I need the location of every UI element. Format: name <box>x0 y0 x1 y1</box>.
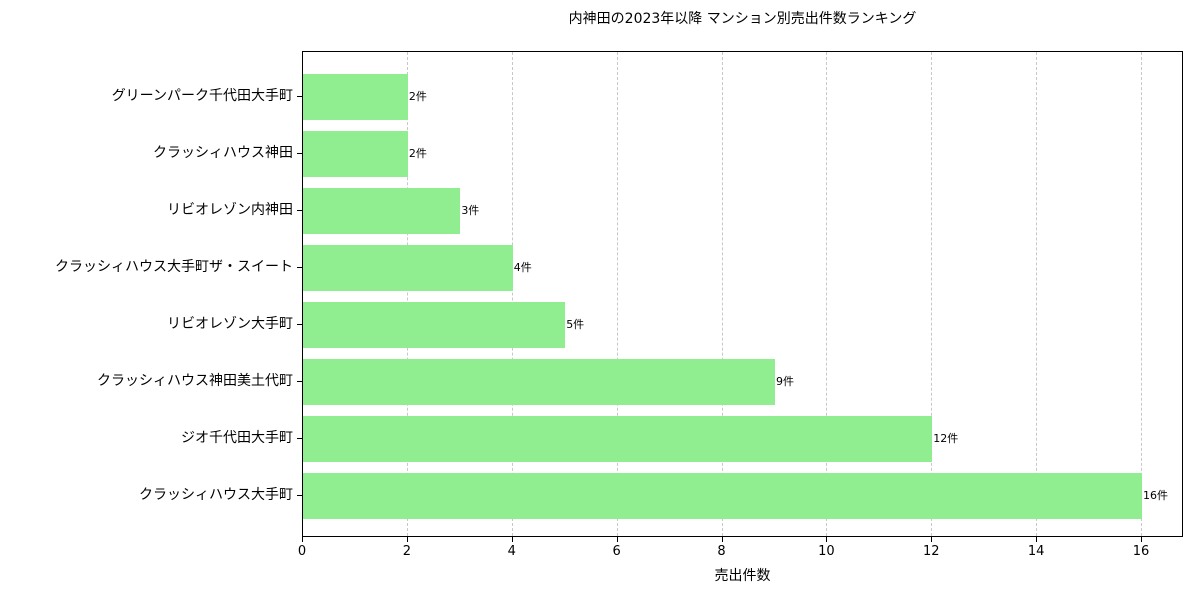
y-tick-label: リビオレゾン内神田 <box>167 202 293 218</box>
x-tick-label: 8 <box>717 544 726 559</box>
y-tick-label: リビオレゾン大手町 <box>167 316 293 332</box>
gridline <box>406 52 408 536</box>
bar-value-label: 4件 <box>513 261 532 274</box>
y-tick-label: クラッシィハウス神田美土代町 <box>97 373 293 389</box>
x-tick <box>302 537 303 542</box>
x-tick-label: 0 <box>297 544 307 559</box>
x-tick <box>616 537 618 542</box>
y-tick <box>297 495 302 496</box>
x-tick <box>1141 537 1143 542</box>
y-tick <box>297 210 302 211</box>
gridline <box>721 52 723 536</box>
gridline <box>511 52 513 536</box>
x-tick <box>931 537 933 542</box>
x-tick-label: 6 <box>612 544 621 559</box>
bar <box>303 131 408 177</box>
x-tick <box>1036 537 1038 542</box>
y-tick-label: クラッシィハウス神田 <box>153 145 293 161</box>
plot-area: 2件 2件 3件 4件 5件 9件 12件 16件 <box>302 51 1183 537</box>
x-tick-label: 14 <box>1027 544 1045 559</box>
y-tick-label: クラッシィハウス大手町 <box>139 487 293 503</box>
x-tick <box>511 537 513 542</box>
y-tick-label: クラッシィハウス大手町ザ・スイート <box>55 259 293 275</box>
y-tick-label: ジオ千代田大手町 <box>181 430 293 446</box>
bar-value-label: 3件 <box>461 204 480 217</box>
chart-title: 内神田の2023年以降 マンション別売出件数ランキング <box>568 11 917 27</box>
gridline <box>826 52 828 536</box>
bar <box>303 74 408 120</box>
y-tick <box>297 381 302 382</box>
y-tick <box>297 324 302 325</box>
y-tick <box>297 438 302 439</box>
y-tick <box>297 267 302 268</box>
bar <box>303 302 566 348</box>
y-tick-label: グリーンパーク千代田大手町 <box>111 88 293 104</box>
x-tick-label: 12 <box>923 544 940 559</box>
bar <box>303 245 513 291</box>
x-tick <box>826 537 828 542</box>
gridline <box>1141 52 1143 536</box>
y-tick <box>297 153 302 154</box>
x-tick-label: 10 <box>818 544 835 559</box>
bar-value-label: 5件 <box>566 318 585 331</box>
bar <box>303 188 461 234</box>
y-tick <box>297 96 302 97</box>
x-tick-label: 2 <box>402 544 412 559</box>
bar-value-label: 12件 <box>933 432 959 445</box>
x-tick-label: 4 <box>507 544 516 559</box>
x-tick <box>406 537 408 542</box>
bar <box>303 359 775 405</box>
bar <box>303 473 1143 519</box>
gridline <box>931 52 933 536</box>
bar-value-label: 16件 <box>1143 489 1169 502</box>
gridline <box>1036 52 1038 536</box>
bar <box>303 416 933 462</box>
x-tick-label: 16 <box>1132 544 1150 559</box>
x-tick <box>721 537 723 542</box>
bar-value-label: 2件 <box>408 147 427 160</box>
bar-value-label: 2件 <box>408 90 427 103</box>
bar-value-label: 9件 <box>775 375 794 388</box>
x-axis-label: 売出件数 <box>714 568 771 584</box>
gridline <box>616 52 618 536</box>
